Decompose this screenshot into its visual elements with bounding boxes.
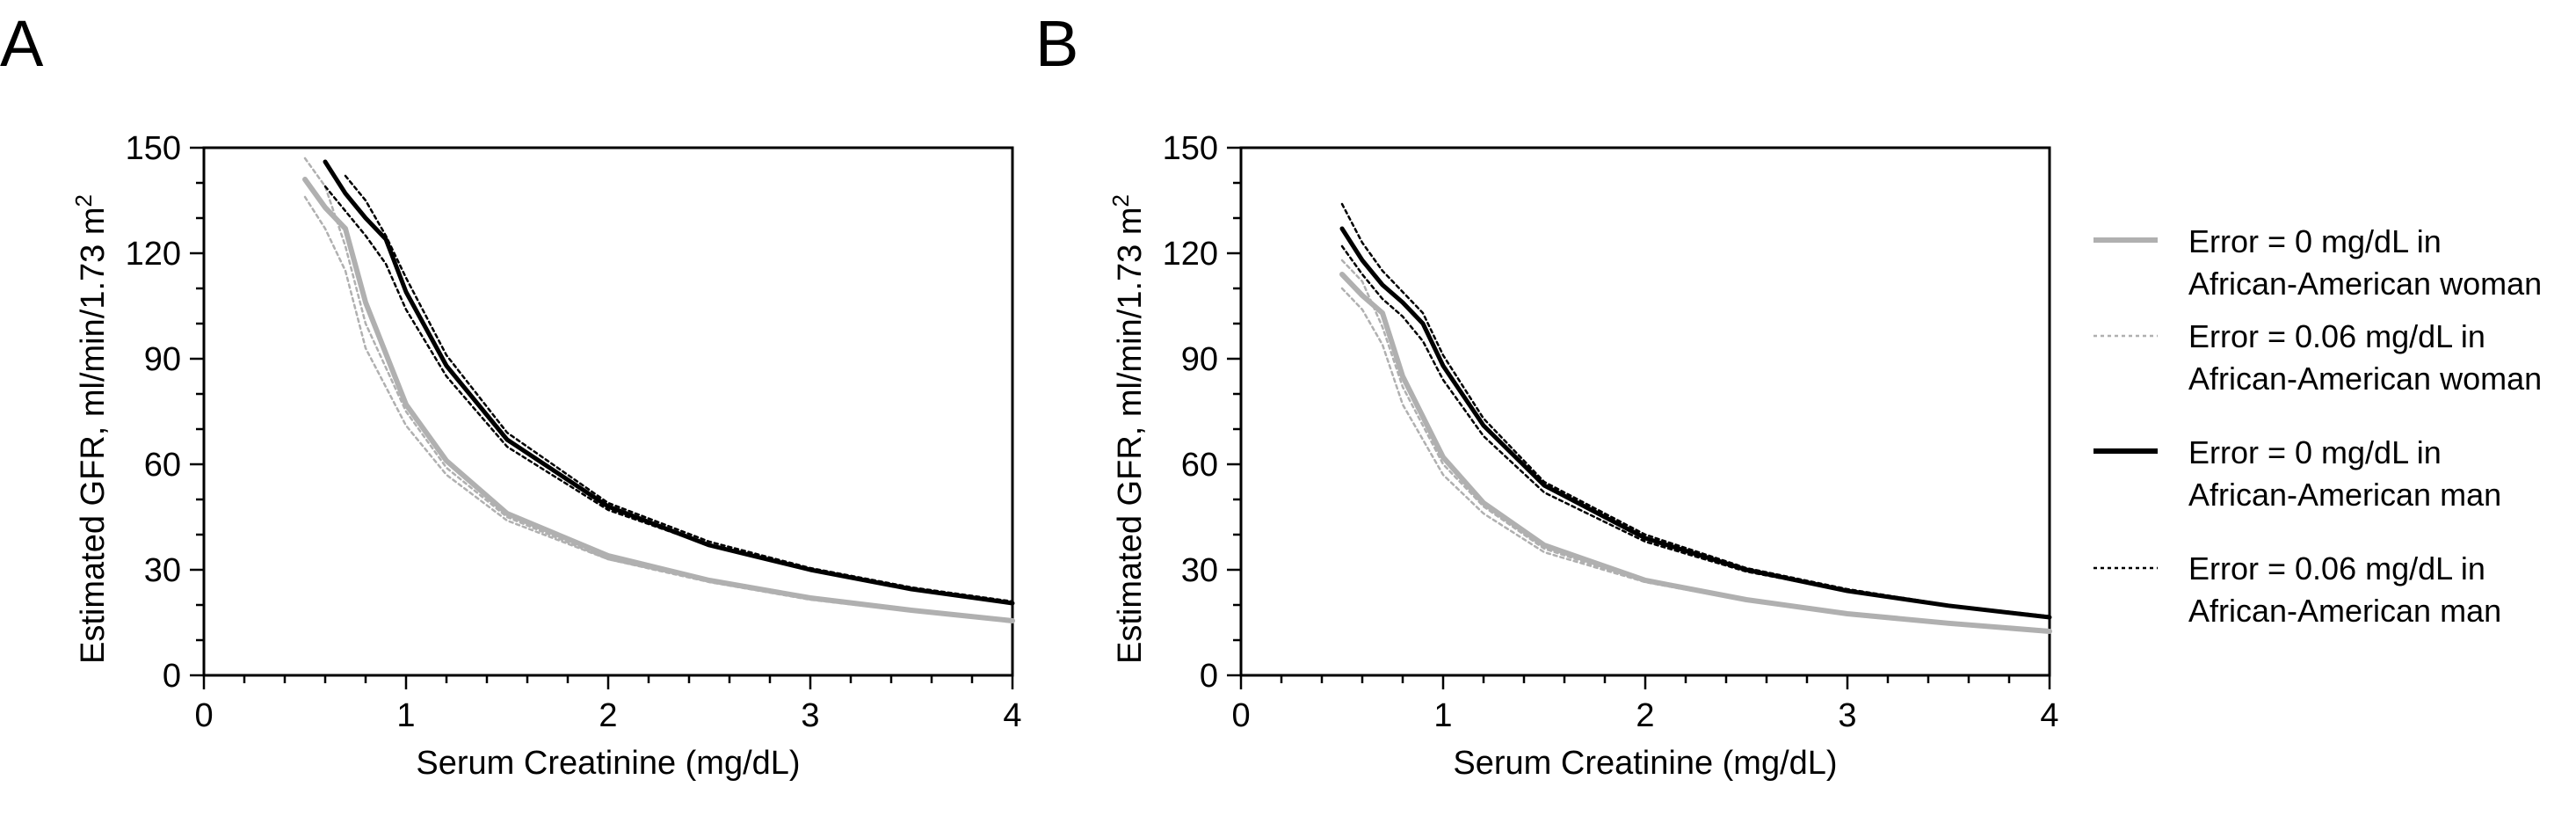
legend-item: Error = 0.06 mg/dL in African-American m… <box>2093 550 2501 629</box>
panel-b-series-m0 <box>1339 226 2052 620</box>
panel-a-y-tick-label: 60 <box>144 447 181 484</box>
panel-a-y-tick-label: 0 <box>163 658 181 695</box>
panel-b-x-tick-label: 0 <box>1231 697 1250 734</box>
legend-label-line1: Error = 0 mg/dL in <box>2188 223 2442 259</box>
panel-b-letter: B <box>1035 7 1078 80</box>
panel-a-y-axis-title-main: Estimated GFR, ml/min/1.73 m <box>75 208 112 664</box>
legend-item: Error = 0.06 mg/dL in African-American w… <box>2093 318 2542 397</box>
panel-a-y-tick-label: 90 <box>144 341 181 378</box>
panel-a-series-m06b <box>323 185 1014 604</box>
panel-a-letter: A <box>0 7 44 80</box>
panel-b-y-axis-title: Estimated GFR, ml/min/1.73 m2 <box>1107 194 1149 664</box>
panel-a-y-axis-title-superscript: 2 <box>70 194 97 207</box>
panel-a-y-tick-label: 30 <box>144 552 181 589</box>
panel-b-x-tick-label: 2 <box>1636 697 1654 734</box>
panel-a-x-tick-label: 3 <box>801 697 819 734</box>
legend-label-line2: African-American woman <box>2188 361 2542 397</box>
panel-a-plot-area: 0 30 60 90 120 150 0 1 2 3 4 <box>126 130 1022 734</box>
panel-a-x-tick-label: 2 <box>599 697 617 734</box>
panel-a-x-axis-title: Serum Creatinine (mg/dL) <box>416 745 800 782</box>
panel-b-y-axis-title-main: Estimated GFR, ml/min/1.73 m <box>1112 208 1149 664</box>
panel-b-series-w0 <box>1339 272 2052 634</box>
panel-b-series-w06a <box>1340 259 2051 633</box>
legend-label-line1: Error = 0.06 mg/dL in <box>2188 318 2485 354</box>
panel-b-y-tick-label: 90 <box>1181 341 1218 378</box>
panel-a-x-tick-label: 1 <box>396 697 415 734</box>
panel-a-series-w06b <box>303 195 1014 622</box>
panel-b-y-tick-label: 0 <box>1200 658 1218 695</box>
panel-b-y-tick-label: 150 <box>1163 130 1218 167</box>
panel-b-x-tick-label: 1 <box>1433 697 1452 734</box>
panel-b-x-tick-label: 4 <box>2040 697 2058 734</box>
legend: Error = 0 mg/dL in African-American woma… <box>2093 223 2542 629</box>
panel-b-y-tick-label: 30 <box>1181 552 1218 589</box>
panel-b-x-tick-label: 3 <box>1838 697 1856 734</box>
legend-label-line2: African-American woman <box>2188 266 2542 302</box>
panel-b-x-axis-title: Serum Creatinine (mg/dL) <box>1453 745 1837 782</box>
panel-b: B 0 30 60 90 120 150 0 1 2 3 4 Serum Creatinine (m… <box>1035 7 2059 782</box>
panel-a-series-m0 <box>323 159 1015 606</box>
panel-b-plot-area: 0 30 60 90 120 150 0 1 2 3 4 <box>1163 130 2059 734</box>
panel-a-y-axis-title: Estimated GFR, ml/min/1.73 m2 <box>70 194 112 664</box>
panel-a-series-m06a <box>344 174 1014 603</box>
legend-label-line1: Error = 0.06 mg/dL in <box>2188 550 2485 586</box>
panel-b-y-axis-title-superscript: 2 <box>1107 194 1134 207</box>
panel-b-y-tick-label: 120 <box>1163 236 1218 273</box>
panel-b-plot-frame <box>1239 146 2051 677</box>
panel-a-series-w0 <box>302 177 1015 623</box>
panel-b-series-m06b <box>1340 244 2051 619</box>
panel-a-y-tick-label: 150 <box>126 130 181 167</box>
panel-a-series-w06a <box>303 157 1014 623</box>
panel-a-y-tick-label: 120 <box>126 236 181 273</box>
panel-a-x-tick-label: 0 <box>194 697 213 734</box>
panel-a-x-tick-label: 4 <box>1003 697 1021 734</box>
legend-label-line2: African-American man <box>2188 593 2501 629</box>
panel-b-y-tick-label: 60 <box>1181 447 1218 484</box>
legend-label-line1: Error = 0 mg/dL in <box>2188 434 2442 470</box>
legend-label-line2: African-American man <box>2188 477 2501 513</box>
legend-item: Error = 0 mg/dL in African-American man <box>2093 434 2501 513</box>
legend-item: Error = 0 mg/dL in African-American woma… <box>2093 223 2542 302</box>
panel-a: A 0 30 60 90 120 150 0 1 2 3 4 Serum Creatinine (m… <box>0 7 1022 782</box>
